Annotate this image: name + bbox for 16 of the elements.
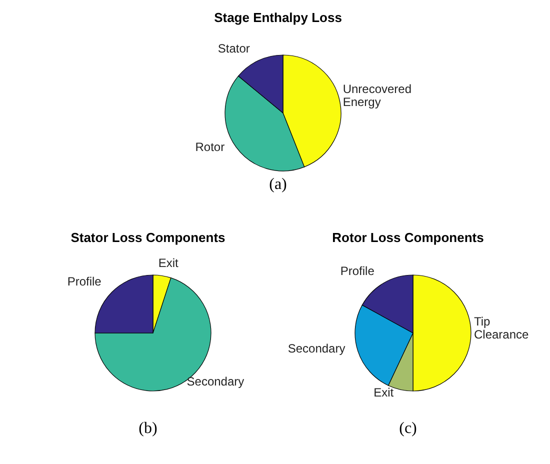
slice-label: Stator	[218, 41, 250, 56]
slice-label: Exit	[374, 385, 394, 400]
chart-title: Rotor Loss Components	[331, 230, 485, 245]
slice-label: Secondary	[288, 341, 346, 356]
text: (c)	[398, 420, 418, 438]
slice-label: Tip Clearance	[474, 314, 530, 342]
slice-label: Unrecovered Energy	[342, 82, 412, 110]
slice-label: Profile	[67, 274, 102, 288]
text: (b)	[138, 420, 158, 438]
slice-label: Exit	[158, 256, 179, 270]
slice-label: Rotor	[195, 140, 225, 154]
chart-title: Stage Enthalpy Loss	[213, 10, 343, 25]
slice-label: Secondary	[186, 374, 244, 388]
chart-title: Stator Loss Components	[70, 230, 226, 245]
text: (a)	[268, 176, 288, 194]
slice-label: Profile	[340, 264, 375, 278]
